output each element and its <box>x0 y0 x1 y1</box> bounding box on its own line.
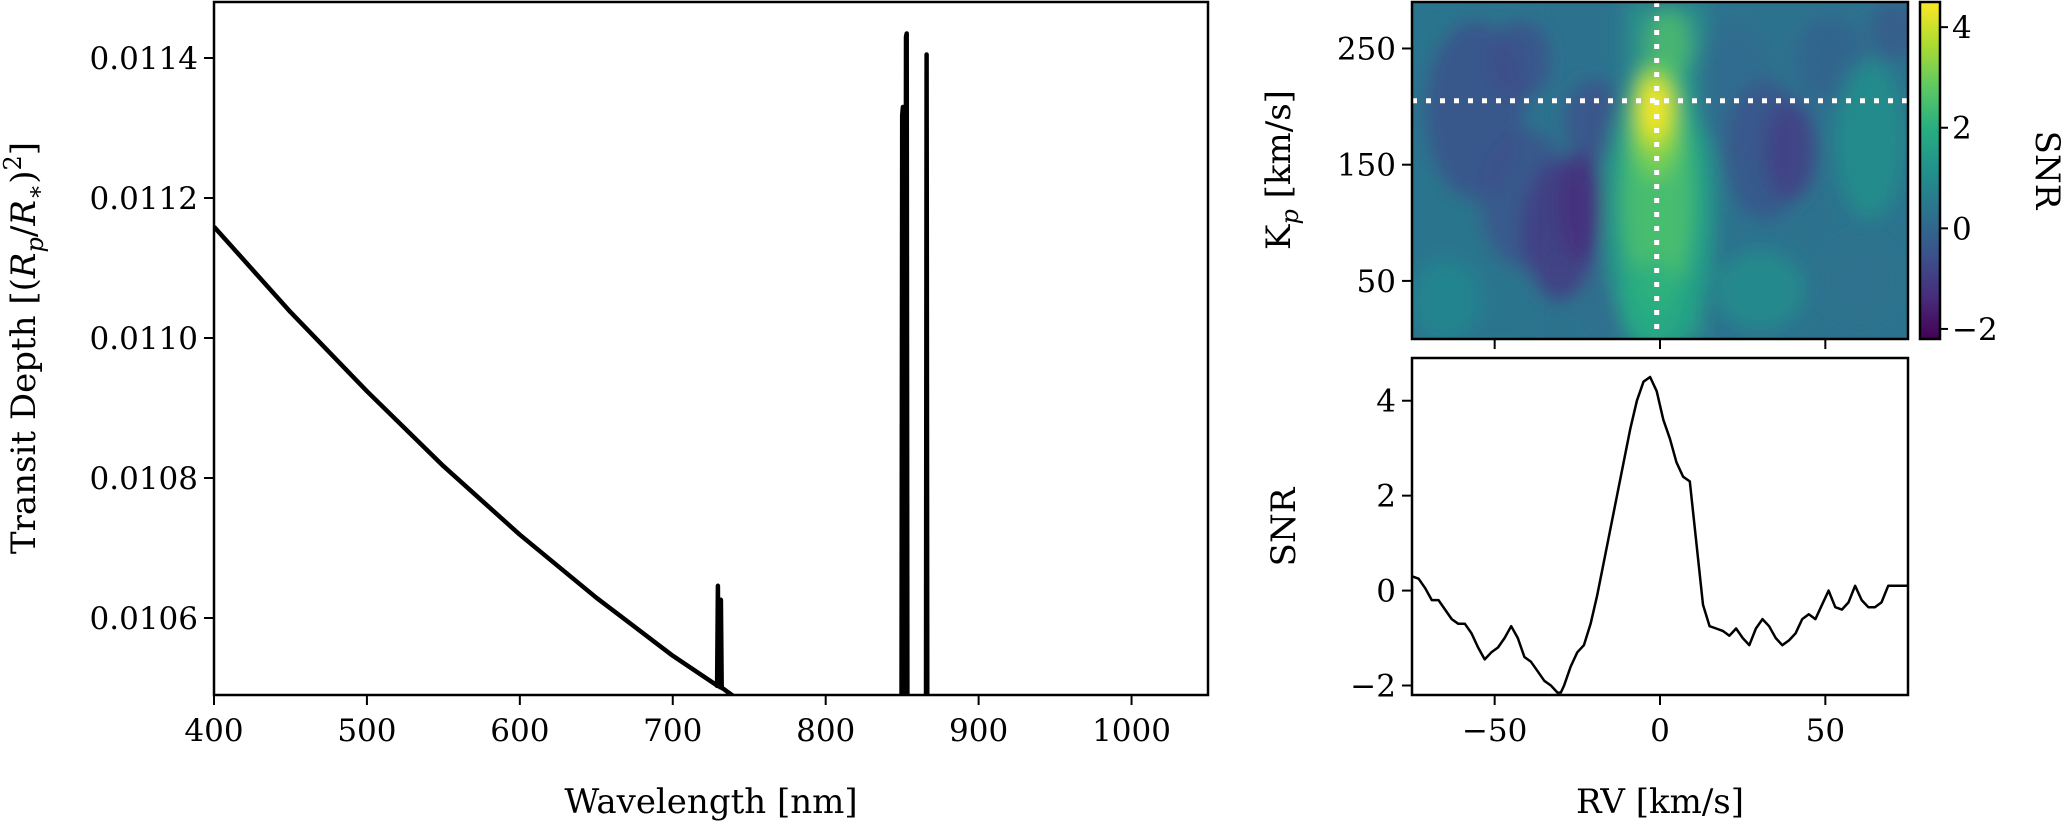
spectrum-x-tick-label: 700 <box>643 713 702 749</box>
spectrum-x-axis-label: Wavelength [nm] <box>564 782 857 822</box>
spectrum-y-tick-label: 0.0106 <box>90 601 198 637</box>
spectrum-x-axis: 400 500 600 700 800 900 1000 <box>184 695 1171 749</box>
spectrum-frame <box>212 0 1210 697</box>
spectrum-x-tick-label: 800 <box>796 713 855 749</box>
kp-map-panel: 50 150 250 Kp [km/s] <box>1259 0 1910 349</box>
spectrum-x-tick-label: 500 <box>337 713 396 749</box>
colorbar-tick-label: 2 <box>1952 111 1972 147</box>
spectrum-y-axis-label: Transit Depth [(Rp/R∗)2] <box>0 142 49 554</box>
snr-profile-y-axis: −2 0 2 4 <box>1350 384 1412 705</box>
spectrum-y-tick-label: 0.0108 <box>90 461 198 497</box>
snr-profile-y-tick-label: −2 <box>1350 669 1396 705</box>
colorbar: −2 0 2 4 SNR <box>1918 0 2067 348</box>
snr-profile-x-tick-label: 0 <box>1650 713 1670 749</box>
spectrum-x-tick-label: 400 <box>184 713 243 749</box>
kp-map-image <box>1412 2 1908 339</box>
kp-map-y-tick-label: 250 <box>1337 31 1396 67</box>
kp-map-y-tick-label: 150 <box>1337 148 1396 184</box>
snr-profile-x-tick-label: 50 <box>1806 713 1845 749</box>
spectrum-y-tick-label: 0.0112 <box>90 181 198 217</box>
spectrum-line <box>214 31 930 695</box>
snr-profile-x-axis-label: RV [km/s] <box>1576 782 1744 822</box>
colorbar-axis: −2 0 2 4 <box>1940 10 1998 348</box>
kp-map-y-tick-label: 50 <box>1357 264 1396 300</box>
snr-profile-x-axis: −50 0 50 <box>1462 695 1845 749</box>
colorbar-label: SNR <box>2027 131 2067 211</box>
snr-profile-y-tick-label: 0 <box>1376 574 1396 610</box>
colorbar-gradient <box>1920 2 1940 339</box>
spectrum-x-tick-label: 900 <box>949 713 1008 749</box>
spectrum-y-axis: 0.0106 0.0108 0.0110 0.0112 0.0114 <box>90 41 214 637</box>
spectrum-y-tick-label: 0.0114 <box>90 41 198 77</box>
spectrum-panel: 400 500 600 700 800 900 1000 0.0106 0.0108 0.011… <box>0 0 1210 822</box>
spectrum-y-tick-label: 0.0110 <box>90 321 198 357</box>
spectrum-line-group <box>214 31 930 695</box>
spectrum-x-tick-label: 600 <box>490 713 549 749</box>
snr-profile-y-tick-label: 2 <box>1376 479 1396 515</box>
colorbar-tick-label: 4 <box>1952 10 1972 46</box>
spectrum-x-tick-label: 1000 <box>1092 713 1171 749</box>
snr-profile-y-axis-label: SNR <box>1264 486 1304 566</box>
snr-profile-x-tick-label: −50 <box>1462 713 1527 749</box>
colorbar-tick-label: 0 <box>1952 211 1972 247</box>
snr-profile-panel: −50 0 50 −2 0 2 4 RV [km/s] SNR <box>1264 356 1910 822</box>
snr-line-group <box>1412 375 1908 694</box>
colorbar-tick-label: −2 <box>1952 312 1998 348</box>
colorbar-frame <box>1918 0 1942 341</box>
kp-map-y-axis-label: Kp [km/s] <box>1259 90 1304 250</box>
kp-map-y-axis: 50 150 250 <box>1337 31 1827 349</box>
snr-profile-line <box>1412 375 1908 694</box>
snr-profile-y-tick-label: 4 <box>1376 384 1396 420</box>
